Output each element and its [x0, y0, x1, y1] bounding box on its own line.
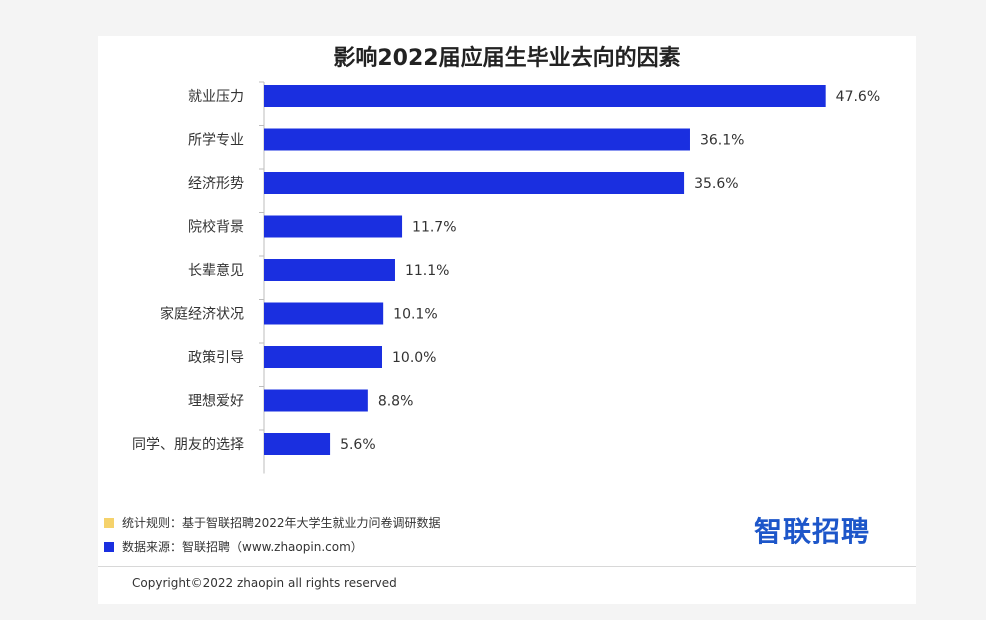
footnote-source-text: 数据来源：智联招聘（www.zhaopin.com） [122, 540, 363, 554]
bar [264, 172, 685, 194]
footnote-rule: 统计规则：基于智联招聘2022年大学生就业力问卷调研数据 [104, 514, 441, 531]
bar [264, 346, 382, 368]
footnote-rule-text: 统计规则：基于智联招聘2022年大学生就业力问卷调研数据 [122, 516, 441, 530]
category-label: 理想爱好 [188, 394, 244, 410]
bar [264, 128, 690, 151]
bar [264, 85, 826, 107]
bar [264, 259, 395, 281]
value-label: 36.1% [700, 133, 744, 149]
value-label: 35.6% [694, 176, 738, 192]
value-label: 5.6% [340, 437, 376, 453]
zhaopin-logo: 智联招聘 [754, 515, 871, 548]
value-label: 11.7% [412, 220, 456, 236]
value-label: 10.0% [392, 350, 436, 366]
value-label: 47.6% [836, 89, 880, 105]
chart-title: 影响2022届应届生毕业去向的因素 [333, 46, 681, 71]
bar [264, 215, 403, 238]
category-label: 政策引导 [188, 349, 244, 366]
chart-card: 影响2022届应届生毕业去向的因素 就业压力 47.6% 所学专业 36.1% 经济形势… [98, 36, 916, 604]
bar [264, 302, 384, 325]
bar [264, 389, 368, 412]
footnote-source: 数据来源：智联招聘（www.zhaopin.com） [104, 538, 363, 555]
category-label: 院校背景 [188, 219, 244, 236]
category-label: 同学、朋友的选择 [132, 437, 244, 453]
value-label: 10.1% [393, 307, 437, 323]
value-label: 8.8% [378, 394, 414, 410]
category-label: 所学专业 [188, 133, 244, 149]
category-label: 经济形势 [188, 176, 244, 192]
footer-divider [98, 566, 916, 567]
copyright-text: Copyright©2022 zhaopin all rights reserv… [132, 576, 397, 590]
category-label: 长辈意见 [188, 262, 244, 279]
category-label: 家庭经济状况 [160, 306, 244, 323]
bar-chart: 就业压力 47.6% 所学专业 36.1% 经济形势 35.6% 院校背景 11.7% 长辈意见… [132, 81, 880, 474]
category-label: 就业压力 [188, 89, 244, 105]
blue-legend-swatch [104, 541, 114, 552]
bar [264, 433, 331, 455]
value-label: 11.1% [405, 263, 449, 279]
yellow-legend-swatch [104, 517, 114, 528]
